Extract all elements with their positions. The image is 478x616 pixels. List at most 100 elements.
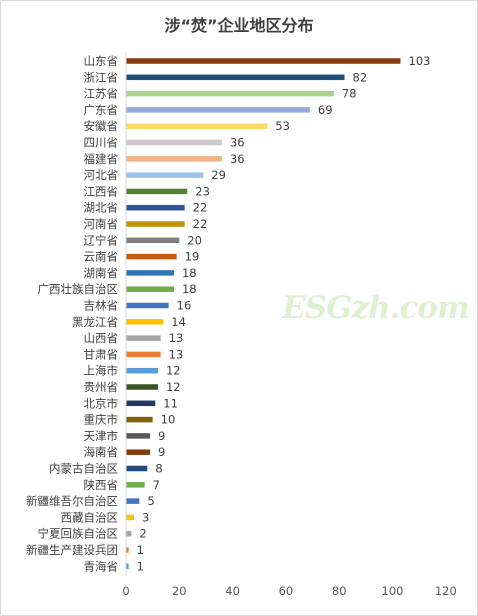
bar-1 (126, 74, 345, 81)
category-label: 河南省 (84, 217, 119, 231)
bar-3 (126, 107, 310, 113)
bar-28 (126, 514, 134, 521)
category-label: 西藏自治区 (61, 510, 119, 524)
bar-5 (126, 139, 222, 146)
x-tick-label: 20 (172, 584, 187, 598)
category-label: 陕西省 (84, 478, 119, 492)
value-label: 12 (166, 364, 181, 378)
bar-22 (126, 416, 153, 423)
bar-0 (126, 58, 401, 64)
chart-title: 涉“焚”企业地区分布 (164, 16, 314, 35)
value-label: 20 (187, 233, 202, 247)
bar-16 (126, 319, 164, 325)
x-tick-label: 100 (382, 584, 404, 598)
bar-10 (126, 221, 185, 227)
value-label: 7 (153, 478, 160, 492)
x-tick-label: 40 (225, 584, 240, 598)
value-label: 18 (182, 266, 197, 280)
category-label: 山西省 (84, 331, 119, 345)
value-label: 2 (139, 527, 146, 541)
bar-21 (126, 400, 156, 407)
bar-24 (126, 449, 150, 455)
value-label: 5 (147, 494, 154, 508)
category-label: 浙江省 (84, 70, 119, 84)
category-label: 江西省 (84, 184, 119, 198)
category-label: 新疆维吾尔自治区 (26, 494, 118, 508)
bar-12 (126, 253, 177, 260)
value-label: 14 (171, 315, 186, 329)
category-label: 天津市 (84, 429, 119, 443)
category-label: 贵州省 (84, 380, 119, 394)
category-label: 宁夏回族自治区 (38, 527, 119, 541)
category-label: 湖南省 (84, 266, 119, 280)
value-label: 9 (158, 445, 165, 459)
bar-11 (126, 237, 180, 244)
watermark: ESGzh.com (282, 290, 470, 326)
value-label: 16 (177, 299, 192, 313)
category-label: 山东省 (84, 54, 119, 68)
value-label: 36 (230, 136, 245, 150)
value-label: 29 (211, 168, 226, 182)
value-label: 23 (195, 184, 210, 198)
bar-29 (126, 530, 132, 537)
bar-13 (126, 270, 174, 276)
value-label: 3 (142, 510, 149, 524)
value-label: 12 (166, 380, 181, 394)
category-label: 甘肃省 (84, 347, 119, 361)
value-label: 22 (193, 201, 208, 215)
category-label: 河北省 (84, 168, 119, 182)
value-label: 11 (163, 396, 178, 410)
value-label: 78 (342, 87, 357, 101)
category-label: 广西壮族自治区 (38, 282, 119, 296)
bar-26 (126, 482, 145, 488)
value-label: 1 (137, 559, 144, 573)
category-label: 云南省 (84, 250, 119, 264)
bar-25 (126, 465, 148, 472)
value-label: 82 (353, 70, 368, 84)
bar-20 (126, 384, 158, 390)
bar-18 (126, 351, 161, 358)
bar-30 (126, 547, 129, 553)
bar-9 (126, 204, 185, 211)
bar-23 (126, 433, 150, 439)
category-label: 青海省 (84, 559, 119, 573)
value-label: 53 (275, 119, 290, 133)
bar-27 (126, 498, 140, 504)
category-label: 黑龙江省 (72, 315, 118, 329)
category-label: 湖北省 (84, 201, 119, 215)
bar-4 (126, 123, 268, 129)
bar-6 (126, 156, 222, 162)
category-label: 新疆生产建设兵团 (26, 543, 118, 557)
bar-19 (126, 367, 158, 374)
bar-17 (126, 335, 161, 341)
bar-14 (126, 286, 174, 292)
category-label: 上海市 (84, 364, 119, 378)
category-label: 海南省 (84, 445, 119, 459)
value-label: 13 (169, 347, 184, 361)
bar-8 (126, 188, 188, 195)
bar-2 (126, 90, 334, 97)
category-label: 四川省 (84, 136, 119, 150)
bar-31 (126, 563, 129, 570)
category-label: 广东省 (84, 103, 119, 117)
x-tick-label: 0 (122, 584, 129, 598)
value-label: 36 (230, 152, 245, 166)
value-label: 10 (161, 413, 176, 427)
value-label: 1 (137, 543, 144, 557)
category-label: 北京市 (84, 396, 119, 410)
category-label: 安徽省 (84, 119, 119, 133)
value-label: 9 (158, 429, 165, 443)
x-tick-label: 80 (332, 584, 347, 598)
value-label: 22 (193, 217, 208, 231)
category-label: 重庆市 (84, 413, 119, 427)
category-label: 辽宁省 (84, 233, 119, 247)
x-tick-label: 60 (279, 584, 294, 598)
bar-15 (126, 302, 169, 309)
category-label: 吉林省 (84, 299, 119, 313)
category-label: 江苏省 (84, 87, 119, 101)
value-label: 103 (409, 54, 431, 68)
value-label: 18 (182, 282, 197, 296)
category-label: 福建省 (84, 152, 119, 166)
value-label: 19 (185, 250, 200, 264)
